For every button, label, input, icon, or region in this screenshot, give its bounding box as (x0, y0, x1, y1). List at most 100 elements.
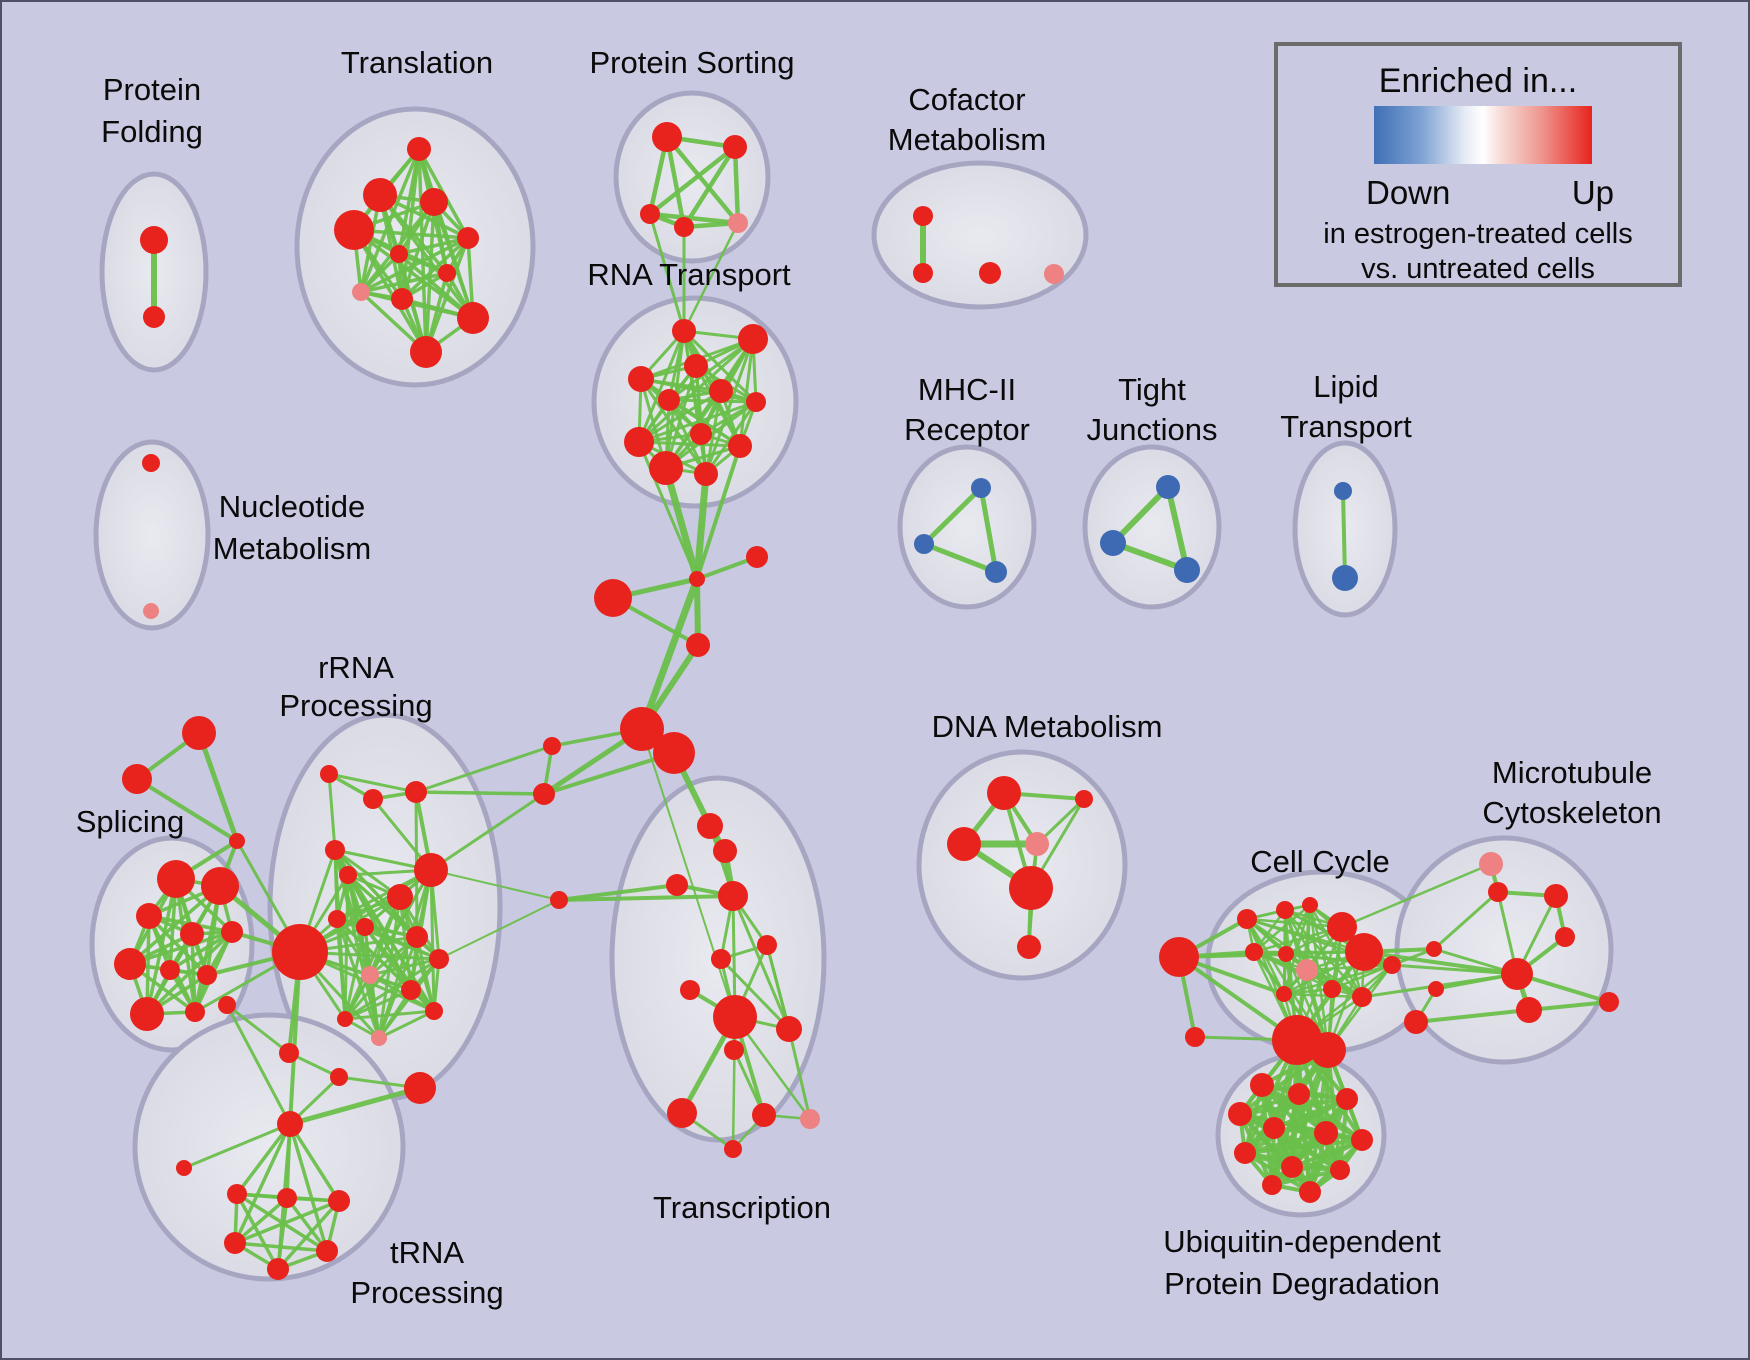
gene-set-node-tc7 (680, 980, 700, 1000)
network-edge (1362, 950, 1519, 976)
gene-set-node-tc13 (800, 1109, 820, 1129)
gene-set-node-sp8 (197, 965, 217, 985)
network-edge (667, 398, 742, 448)
gene-set-node-cn7 (543, 737, 561, 755)
gene-set-node-rr15 (371, 1030, 387, 1046)
gene-set-node-cn2 (689, 571, 705, 587)
gene-set-node-rt11 (649, 451, 683, 485)
network-edge (641, 728, 736, 1018)
gene-set-node-mt3 (1544, 884, 1568, 908)
gene-set-node-rr17 (330, 1068, 348, 1086)
cluster-label-translation: Translation (341, 45, 493, 80)
gene-set-node-sp5 (221, 921, 243, 943)
gene-set-node-cn8 (533, 783, 555, 805)
gene-set-node-mt8 (1516, 997, 1542, 1023)
gene-set-node-mh3 (985, 561, 1007, 583)
network-edge (1243, 1138, 1364, 1155)
network-edge (235, 1122, 292, 1196)
network-edge (921, 485, 984, 547)
cluster-label-protein-sorting: Protein Sorting (589, 45, 794, 80)
gene-set-node-cc6 (1245, 943, 1263, 961)
gene-set-node-tc9 (776, 1016, 802, 1042)
network-edge (368, 957, 441, 977)
network-edge (1110, 484, 1171, 546)
network-edge (1282, 963, 1394, 996)
gene-set-node-rt5 (709, 379, 733, 403)
network-edge (359, 236, 470, 294)
cluster-label-ubiquitin: Ubiquitin-dependent (1163, 1224, 1441, 1259)
network-edge (135, 777, 239, 843)
network-edge (1252, 903, 1312, 954)
gene-set-node-tr7 (438, 264, 456, 282)
network-edge (731, 1015, 737, 1151)
network-edge (667, 337, 755, 402)
gene-set-node-rt9 (624, 427, 654, 457)
gene-set-node-tc10 (724, 1040, 744, 1060)
gene-set-node-mt7 (1428, 981, 1444, 997)
gene-set-node-cc16 (1310, 1032, 1346, 1068)
network-edge (664, 134, 687, 230)
gene-set-node-ps5 (728, 213, 748, 233)
network-edge (704, 337, 755, 476)
gene-set-node-cc11 (1323, 980, 1341, 998)
network-edge (288, 950, 302, 1126)
cluster-ellipse-mhc-ii-receptor (897, 444, 1037, 610)
gene-set-node-cc8 (1296, 959, 1318, 981)
gene-set-node-cf3 (979, 262, 1001, 284)
gene-set-node-rr12 (401, 980, 421, 1000)
gene-set-node-pf2 (143, 306, 165, 328)
network-edge (430, 869, 560, 901)
network-edge (1238, 1048, 1330, 1116)
gene-set-node-cc1 (1159, 937, 1199, 977)
network-edge (1165, 484, 1190, 573)
network-edge (682, 329, 758, 404)
gene-set-node-tn8 (218, 996, 236, 1014)
network-edge (287, 1085, 423, 1127)
gene-set-node-rr14 (425, 1002, 443, 1020)
cluster-label-cofactor-metabolism: Metabolism (888, 122, 1047, 157)
gene-set-node-nm1 (142, 454, 160, 472)
cluster-label-splicing: Splicing (76, 804, 185, 839)
network-edge (225, 1003, 292, 1126)
network-edge (233, 1196, 289, 1245)
gene-set-node-rr8 (356, 918, 374, 936)
gene-set-node-tr9 (391, 288, 413, 310)
gene-set-node-dm2 (1075, 790, 1093, 808)
cluster-label-cofactor-metabolism: Cofactor (908, 82, 1025, 117)
legend-down-label: Down (1366, 174, 1451, 211)
cluster-ellipse-cofactor-metabolism (871, 160, 1089, 310)
network-edge (667, 398, 758, 404)
network-edge (662, 464, 701, 583)
gene-set-node-tc1 (697, 813, 723, 839)
cluster-label-microtubule-cytoskeleton: Cytoskeleton (1482, 795, 1661, 830)
gene-set-node-ub12 (1299, 1181, 1321, 1203)
network-edge (1243, 1151, 1312, 1194)
network-edge (738, 337, 755, 448)
gene-set-node-rt4 (628, 366, 654, 392)
network-edge (327, 772, 418, 794)
gene-set-node-tc11 (667, 1098, 697, 1128)
network-edge (429, 792, 546, 872)
gene-set-node-dm1 (987, 776, 1021, 810)
gene-set-node-pf1 (140, 226, 168, 254)
legend-axis-labels: Down Up (1366, 174, 1614, 212)
gene-set-node-mt1 (1479, 852, 1503, 876)
gene-set-node-ub7 (1351, 1129, 1373, 1151)
gene-set-node-cn6 (653, 732, 695, 774)
network-edge (1340, 862, 1493, 929)
network-edge (664, 134, 741, 226)
gene-set-node-mt2 (1488, 882, 1508, 902)
cluster-label-rrna-processing: rRNA (318, 650, 394, 685)
gene-set-node-rt12 (694, 462, 718, 486)
network-edge (1308, 903, 1334, 991)
cluster-label-trna-processing: Processing (350, 1275, 503, 1310)
gene-set-node-tc8 (713, 995, 757, 1039)
network-edge (377, 935, 419, 1040)
gene-set-node-tj1 (1156, 475, 1180, 499)
gene-set-node-ub5 (1263, 1117, 1285, 1139)
network-edge (327, 772, 337, 852)
gene-set-node-dm3 (947, 827, 981, 861)
gene-set-node-cc2 (1185, 1027, 1205, 1047)
cluster-label-tight-junctions: Tight (1118, 372, 1186, 407)
gene-set-node-lp1 (1334, 482, 1352, 500)
